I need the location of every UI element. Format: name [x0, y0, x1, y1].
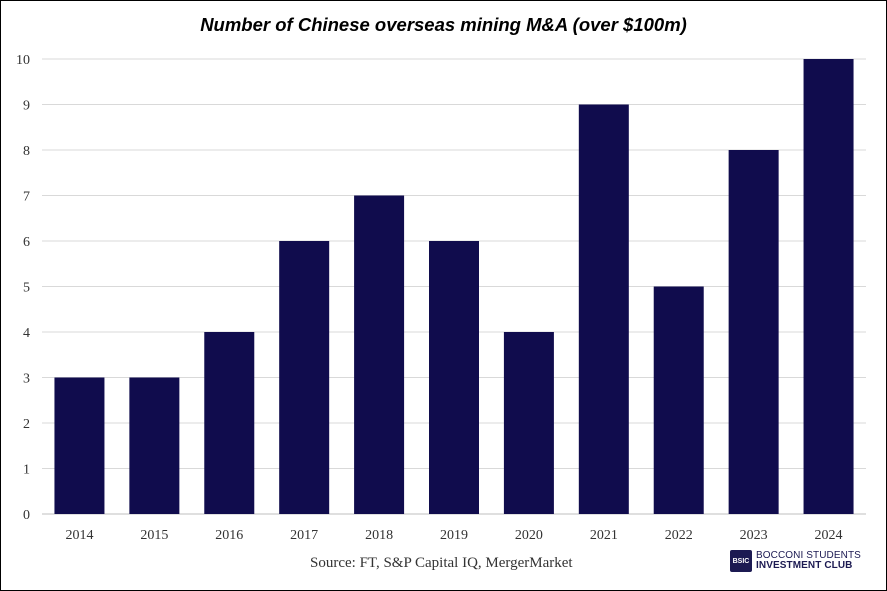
- bar: [578, 104, 629, 514]
- brand-line2: INVESTMENT CLUB: [756, 560, 853, 571]
- x-tick-label: 2020: [515, 528, 543, 543]
- bar: [803, 59, 854, 514]
- x-tick-label: 2021: [590, 528, 618, 543]
- bar: [653, 286, 704, 514]
- brand-line1: BOCCONI STUDENTS: [756, 550, 861, 561]
- bar: [354, 195, 405, 514]
- y-tick-label: 1: [23, 463, 30, 478]
- bar: [503, 332, 554, 514]
- y-tick-label: 4: [23, 326, 30, 341]
- x-tick-label: 2015: [140, 528, 168, 543]
- chart-title: Number of Chinese overseas mining M&A (o…: [200, 14, 687, 35]
- bsic-logo-icon: BSIC: [730, 550, 752, 572]
- y-tick-label: 2: [23, 417, 30, 432]
- x-tick-label: 2024: [815, 528, 843, 543]
- x-tick-label: 2022: [665, 528, 693, 543]
- x-tick-label: 2023: [740, 528, 768, 543]
- x-tick-label: 2016: [215, 528, 243, 543]
- bar: [54, 377, 105, 514]
- source-note: Source: FT, S&P Capital IQ, MergerMarket: [310, 555, 573, 571]
- brand-logo: BSIC BOCCONI STUDENTS INVESTMENT CLUB: [730, 550, 861, 572]
- bar: [129, 377, 180, 514]
- x-tick-label: 2019: [440, 528, 468, 543]
- bar: [429, 241, 479, 514]
- x-tick-label: 2018: [365, 528, 393, 543]
- x-tick-label: 2014: [65, 528, 93, 543]
- y-tick-label: 3: [23, 372, 30, 387]
- bar: [204, 332, 255, 514]
- bar: [728, 150, 779, 514]
- brand-name: BOCCONI STUDENTS INVESTMENT CLUB: [756, 551, 861, 571]
- y-tick-label: 10: [16, 53, 30, 68]
- x-tick-label: 2017: [290, 528, 318, 543]
- y-tick-label: 5: [23, 281, 30, 296]
- y-tick-label: 0: [23, 508, 30, 523]
- bar: [279, 241, 330, 514]
- y-tick-label: 9: [23, 99, 30, 114]
- y-tick-label: 8: [23, 144, 30, 159]
- y-tick-label: 6: [23, 235, 30, 250]
- y-tick-label: 7: [23, 190, 30, 205]
